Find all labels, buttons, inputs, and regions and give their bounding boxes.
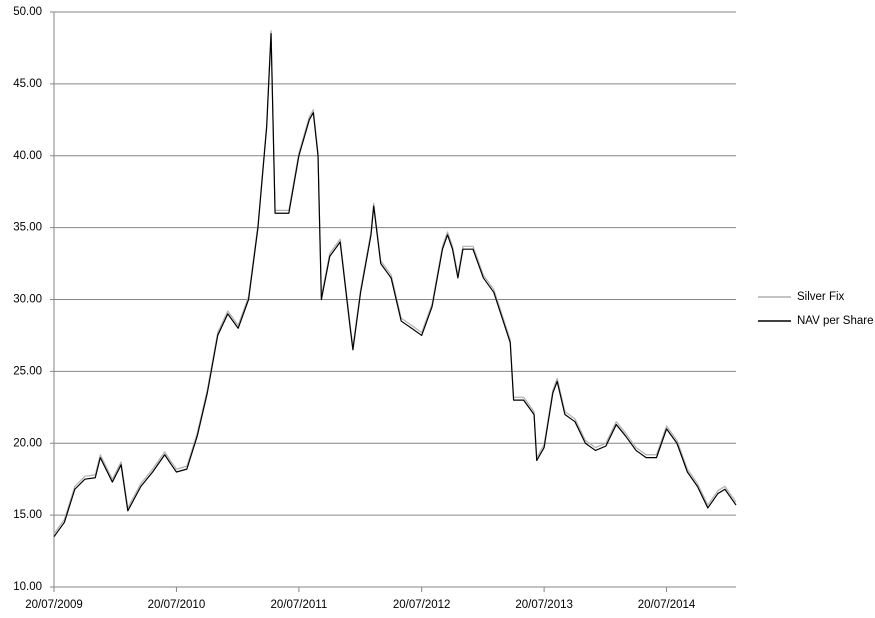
y-tick-label: 15.00 xyxy=(13,509,42,521)
y-tick-label: 40.00 xyxy=(13,150,42,162)
x-tick-label: 20/07/2011 xyxy=(271,599,328,611)
y-tick-label: 45.00 xyxy=(13,78,42,90)
y-tick-label: 10.00 xyxy=(13,581,42,593)
x-tick-label: 20/07/2013 xyxy=(515,599,573,611)
legend-label: Silver Fix xyxy=(797,291,845,303)
y-tick-label: 50.00 xyxy=(13,6,42,18)
x-tick-label: 20/07/2012 xyxy=(393,599,451,611)
y-tick-label: 25.00 xyxy=(13,365,42,377)
series-line xyxy=(53,30,737,535)
y-tick-label: 35.00 xyxy=(13,222,42,234)
series-line xyxy=(53,32,737,538)
legend-label: NAV per Share xyxy=(797,315,874,327)
x-tick-label: 20/07/2009 xyxy=(25,599,83,611)
x-tick-label: 20/07/2014 xyxy=(638,599,696,611)
x-tick-label: 20/07/2010 xyxy=(148,599,206,611)
y-tick-label: 20.00 xyxy=(13,437,42,449)
y-tick-label: 30.00 xyxy=(13,294,42,306)
